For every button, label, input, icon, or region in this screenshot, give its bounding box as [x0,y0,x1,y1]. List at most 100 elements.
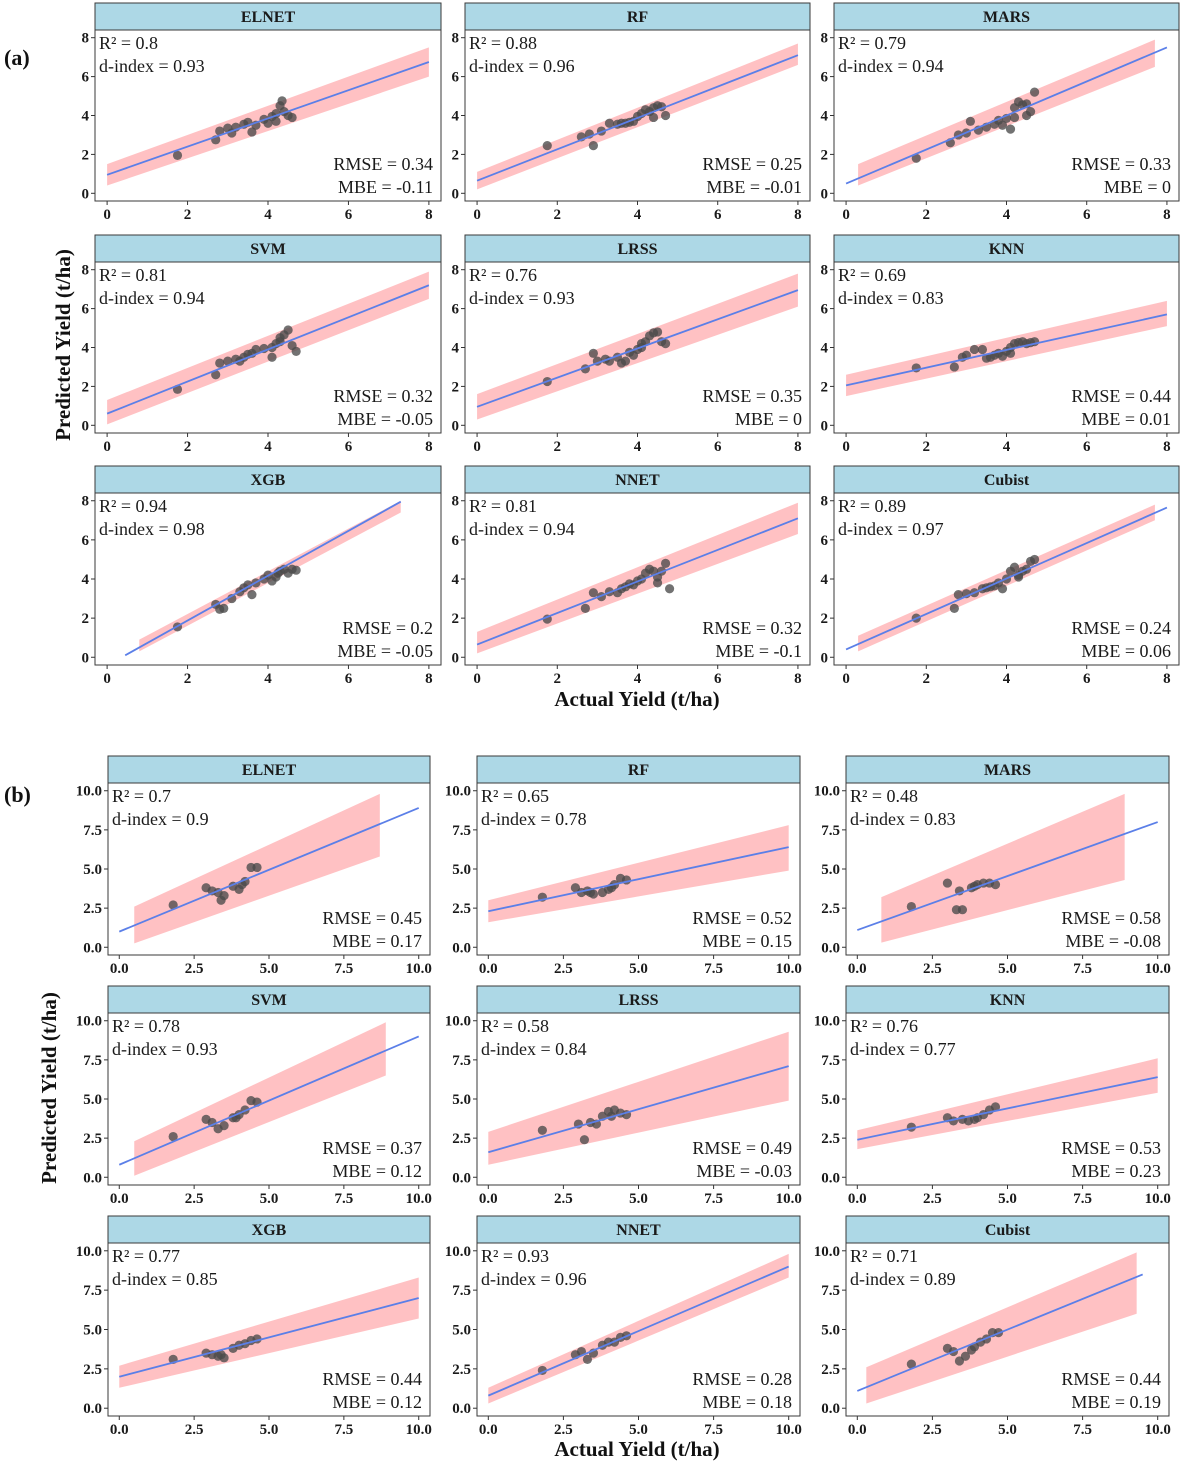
data-point [223,356,233,366]
facet-title: Cubist [985,1222,1031,1239]
mbe-annotation: MBE = 0.06 [1081,641,1171,661]
y-tick-label: 8 [452,494,460,510]
mbe-annotation: MBE = 0.19 [1071,1392,1161,1412]
y-tick-label: 6 [82,533,90,549]
facet-elnet: ELNET 00 2 2 4 4 6 6 8 8 R² = 0.8 d-index = 0.93 RMS… [82,2,442,223]
facet-mars: MARS 00 2 2 4 4 6 6 8 8 R² = 0.79 d-index = 0.94 RMS… [821,2,1180,223]
x-tick-label: 10.0 [1145,1191,1171,1207]
facet-title: SVM [251,992,287,1009]
d-index-annotation: d-index = 0.93 [469,288,575,308]
rmse-annotation: RMSE = 0.35 [702,386,802,406]
y-tick-label: 7.5 [452,1283,471,1299]
facet-strip [845,755,1170,784]
r2-annotation: R² = 0.76 [850,1016,918,1036]
d-index-annotation: d-index = 0.83 [850,809,956,829]
y-tick-label: 0.0 [83,940,102,956]
x-axis-title: Actual Yield (t/ha) [554,687,719,711]
facet-strip [107,755,431,784]
y-tick-label: 2 [452,147,460,163]
regression-line [488,1065,789,1154]
y-tick-label: 0.0 [452,1170,471,1186]
x-tick-label: 2 [554,439,562,455]
data-point [997,120,1008,130]
data-point [215,126,225,136]
x-tick-label: 0 [473,671,481,687]
y-tick-label: 2 [82,147,90,163]
x-tick-label: 2.5 [185,1422,204,1438]
data-point [990,1102,1001,1112]
rmse-annotation: RMSE = 0.24 [1071,618,1171,638]
y-tick-label: 10.0 [445,1014,471,1030]
mbe-annotation: MBE = 0.18 [702,1392,792,1412]
y-tick-label: 7.5 [821,1283,840,1299]
y-tick-label: 0 [821,418,829,434]
facet-strip [845,1215,1170,1244]
x-tick-label: 0 [842,439,850,455]
regression-line [106,61,430,176]
y-tick-label: 10.0 [76,1244,102,1260]
y-axis-title: Predicted Yield (t/ha) [51,249,75,441]
x-tick-label: 6 [1083,671,1091,687]
r2-annotation: R² = 0.77 [112,1246,180,1266]
x-tick-label: 6 [714,439,722,455]
y-tick-label: 2 [452,611,460,627]
x-tick-label: 0.0 [479,1191,498,1207]
x-tick-label: 2 [923,439,931,455]
x-tick-label: 2 [923,207,931,223]
facet-strip [94,465,442,494]
y-tick-label: 6 [821,302,829,318]
r2-annotation: R² = 0.58 [481,1016,549,1036]
data-point [628,350,639,360]
x-tick-label: 2.5 [923,1422,942,1438]
data-point [588,348,598,358]
data-point [251,344,261,355]
x-tick-label: 8 [794,439,802,455]
facet-nnet: NNET 00 2 2 4 4 6 6 8 8 R² = 0.81 d-index = 0.94 RMS… [452,465,811,687]
d-index-annotation: d-index = 0.96 [469,56,575,76]
rmse-annotation: RMSE = 0.49 [692,1138,792,1158]
facet-xgb: XGB 0.0 0.0 2.5 2.5 5.0 5.0 7.5 7.5 10.0 10.0 R² = … [76,1215,432,1438]
rmse-annotation: RMSE = 0.2 [342,618,433,638]
x-tick-label: 5.0 [629,1422,648,1438]
data-point [660,558,671,568]
panel-label: (b) [4,782,31,807]
y-tick-label: 5.0 [83,1323,102,1339]
x-tick-label: 4 [634,439,642,455]
x-tick-label: 7.5 [334,1422,353,1438]
data-point [291,346,301,356]
x-tick-label: 8 [425,671,433,687]
x-tick-label: 10.0 [406,1422,432,1438]
data-point [168,1131,178,1142]
data-point [1009,112,1020,123]
x-tick-label: 10.0 [776,1422,802,1438]
y-tick-label: 0.0 [83,1401,102,1417]
r2-annotation: R² = 0.7 [112,786,171,806]
x-tick-label: 2.5 [554,1422,573,1438]
facet-title: NNET [616,1222,661,1239]
rmse-annotation: RMSE = 0.25 [702,154,802,174]
y-tick-label: 2.5 [83,901,102,917]
x-tick-label: 0.0 [110,1422,129,1438]
x-tick-label: 4 [634,671,642,687]
data-point [960,1351,971,1361]
rmse-annotation: RMSE = 0.37 [322,1138,422,1158]
y-tick-label: 5.0 [821,862,840,878]
data-point [542,141,552,151]
y-tick-label: 4 [82,109,90,125]
data-point [911,153,921,163]
mbe-annotation: MBE = 0.01 [1081,409,1171,429]
regression-line [856,1273,1144,1392]
data-point [215,358,225,368]
rmse-annotation: RMSE = 0.32 [702,618,802,638]
data-point [579,1135,590,1145]
mbe-annotation: MBE = -0.01 [706,177,802,197]
data-point [997,351,1008,361]
y-tick-label: 4 [82,572,90,588]
facet-strip [845,985,1170,1014]
y-tick-label: 2 [82,611,90,627]
y-tick-label: 6 [82,70,90,86]
mbe-annotation: MBE = -0.11 [338,177,433,197]
data-point [243,580,253,590]
confidence-band [857,1058,1158,1150]
y-tick-label: 4 [821,109,829,125]
